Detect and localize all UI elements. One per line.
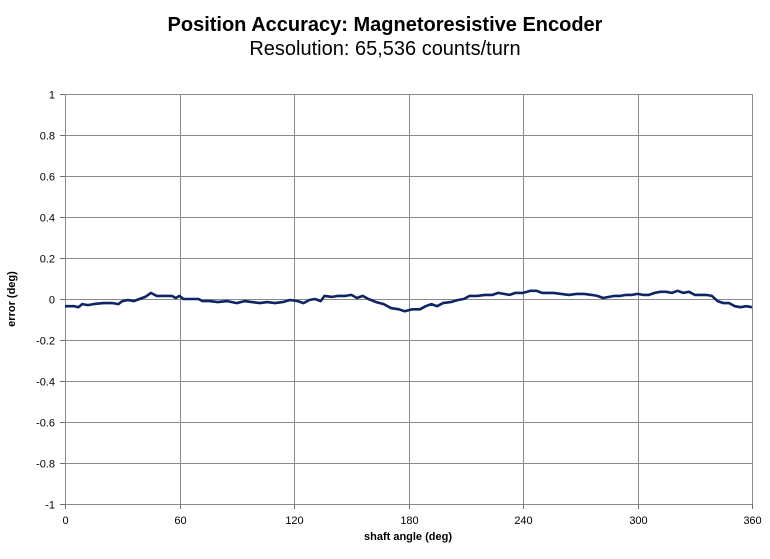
x-axis-title: shaft angle (deg)	[364, 531, 452, 543]
x-axis-ticks: 0 60 120 180 240 300 360	[62, 504, 762, 527]
chart-title: Position Accuracy: Magnetoresistive Enco…	[167, 14, 603, 36]
gridlines	[65, 94, 753, 505]
x-tick-label: 360	[743, 515, 761, 527]
y-tick-label: 0.6	[40, 172, 55, 184]
x-tick-label: 0	[62, 515, 68, 527]
y-tick-label: -1	[45, 500, 55, 512]
chart-subtitle: Resolution: 65,536 counts/turn	[249, 38, 521, 60]
y-axis-title: error (deg)	[6, 271, 18, 327]
y-tick-label: -0.4	[36, 377, 55, 389]
y-tick-label: 0.4	[40, 213, 55, 225]
x-tick-label: 60	[174, 515, 186, 527]
y-tick-label: 0.8	[40, 131, 55, 143]
error-series-line	[65, 289, 753, 313]
y-tick-label: -0.6	[36, 418, 55, 430]
x-tick-label: 120	[285, 515, 303, 527]
y-axis-ticks: 1 0.8 0.6 0.4 0.2 0 -0.2 -0.4 -0.6 -0.8 -1	[36, 90, 65, 512]
x-tick-label: 180	[400, 515, 418, 527]
x-tick-label: 240	[514, 515, 532, 527]
y-tick-label: -0.8	[36, 459, 55, 471]
y-tick-label: 0.2	[40, 254, 55, 266]
x-tick-label: 300	[629, 515, 647, 527]
y-tick-label: 1	[49, 90, 55, 102]
y-tick-label: 0	[49, 295, 55, 307]
y-tick-label: -0.2	[36, 336, 55, 348]
